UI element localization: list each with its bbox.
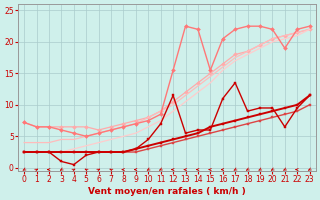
X-axis label: Vent moyen/en rafales ( km/h ): Vent moyen/en rafales ( km/h ) bbox=[88, 187, 246, 196]
